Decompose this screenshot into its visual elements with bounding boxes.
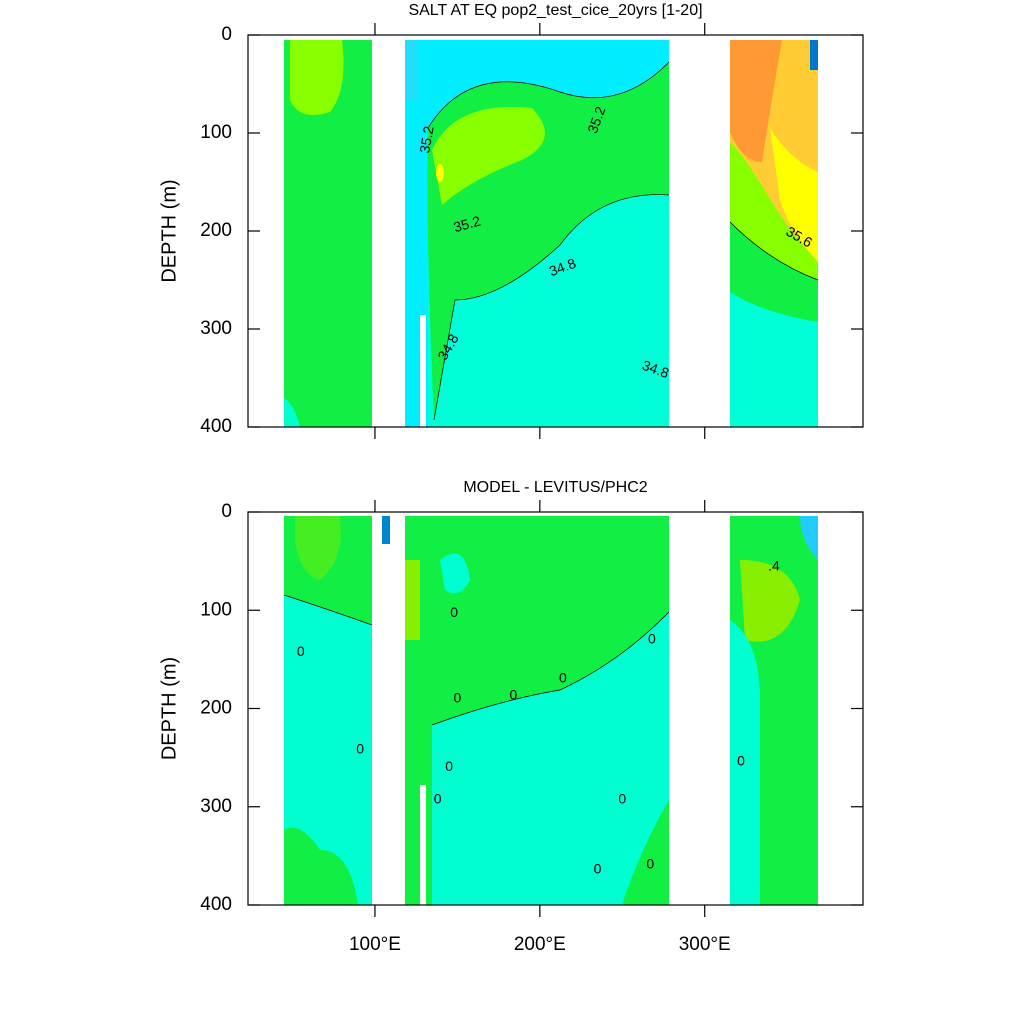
contour-label: 0 [297,643,305,659]
y-tick-label: 400 [200,416,232,437]
x-tick-label: 100°E [349,934,401,955]
contour-label: 0 [737,752,745,768]
y-axis-label: DEPTH (m) [158,657,180,760]
contour-label: 0 [510,686,518,702]
contour-label: 0 [434,791,442,807]
panel-title: SALT AT EQ pop2_test_cice_20yrs [1-20] [408,2,702,19]
contour-label: .4 [768,558,780,574]
y-tick-label: 300 [200,318,232,339]
y-tick-label: 300 [200,796,232,817]
contour-label: 0 [648,630,656,646]
y-tick-label: 0 [221,501,232,522]
y-tick-label: 100 [200,599,232,620]
contour-fill-top [284,40,819,427]
contour-label: 0 [646,855,654,871]
y-tick-label: 400 [200,894,232,915]
contour-label: 0 [453,689,461,705]
contour-label: 0 [445,758,453,774]
contour-label: 0 [559,670,567,686]
y-tick-label: 100 [200,122,232,143]
contour-fill-bottom [283,516,818,905]
contour-label: 0 [618,791,626,807]
contour-label: 35.2 [416,125,437,155]
y-tick-label: 200 [200,698,232,719]
panel-title: MODEL - LEVITUS/PHC2 [463,479,647,496]
contour-label: 35.2 [452,213,483,236]
y-tick-label: 0 [221,24,232,45]
contour-label: 0 [594,860,602,876]
y-tick-label: 200 [200,220,232,241]
x-tick-label: 200°E [514,934,566,955]
y-axis-label: DEPTH (m) [158,179,180,282]
x-tick-label: 300°E [679,934,731,955]
contour-label: 0 [450,604,458,620]
contour-label: 0 [356,740,364,756]
